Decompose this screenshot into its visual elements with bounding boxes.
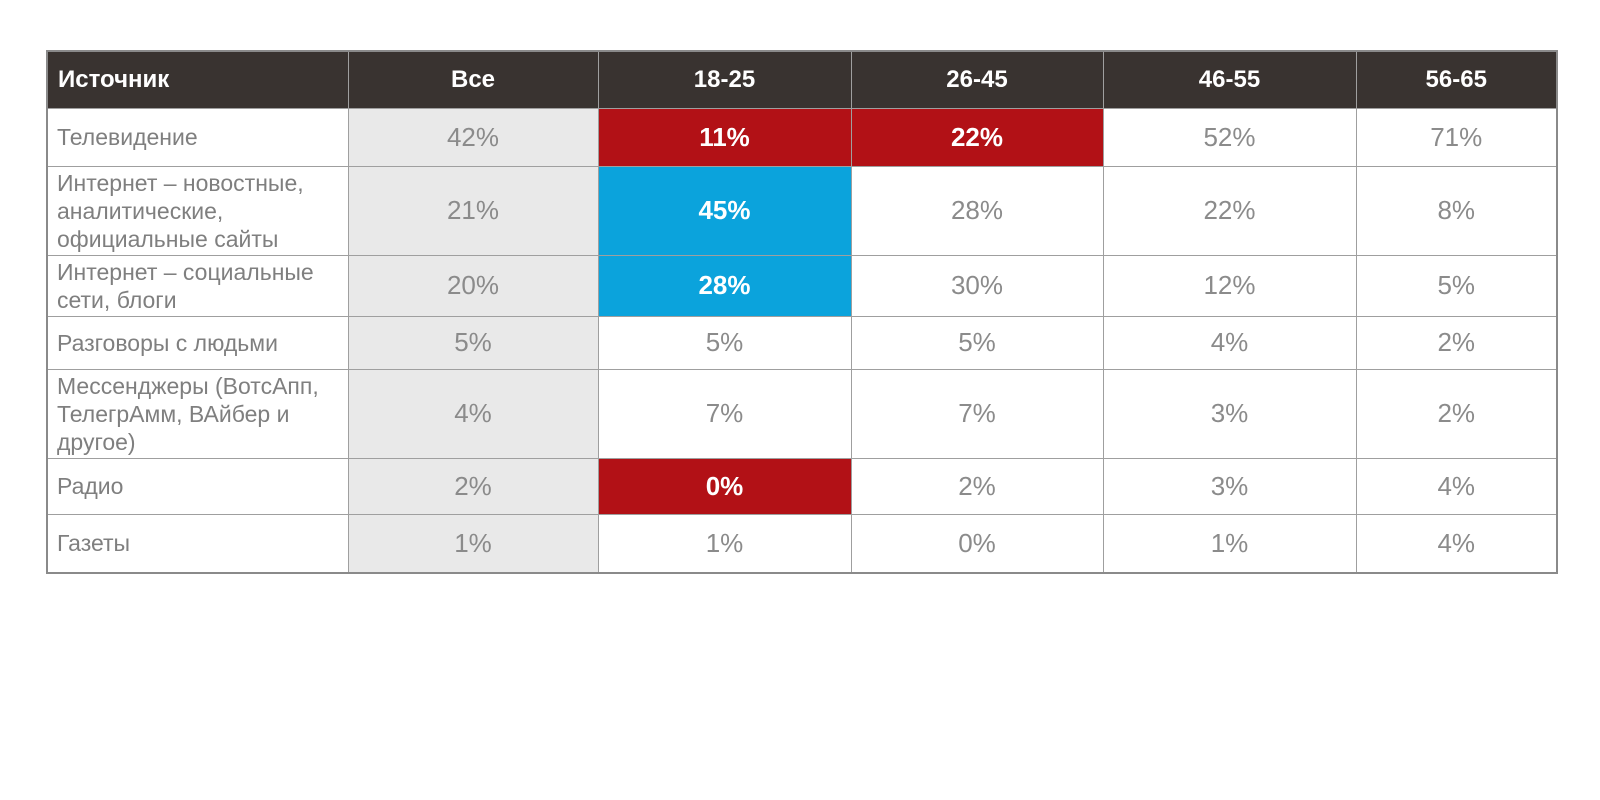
header-cell-all: Все [347, 50, 599, 109]
value-cell: 3% [1102, 368, 1357, 459]
value-cell: 5% [347, 315, 599, 370]
table-row: Телевидение 42% 11% 22% 52% 71% [46, 107, 1558, 167]
value-cell: 21% [347, 165, 599, 256]
row-label: Разговоры с людьми [46, 315, 349, 370]
value-cell: 7% [597, 368, 852, 459]
header-row: Источник Все 18-25 26-45 46-55 56-65 [47, 50, 1558, 109]
value-cell: 71% [1355, 107, 1558, 167]
header-cell-56-65: 56-65 [1355, 50, 1558, 109]
row-label: Интернет – социальные сети, блоги [46, 254, 349, 317]
sources-by-age-table: Источник Все 18-25 26-45 46-55 56-65 Телевиде… [46, 50, 1558, 574]
value-cell: 2% [1355, 368, 1558, 459]
value-cell: 1% [347, 513, 599, 574]
value-cell: 2% [850, 457, 1104, 515]
value-cell: 20% [347, 254, 599, 317]
value-cell: 5% [597, 315, 852, 370]
value-cell: 1% [1102, 513, 1357, 574]
sources-table-container: Источник Все 18-25 26-45 46-55 56-65 Телевиде… [46, 50, 1558, 574]
table-row: Интернет – новостные, аналитические, офи… [46, 165, 1558, 256]
table-row: Газеты 1% 1% 0% 1% 4% [46, 513, 1558, 574]
table-row: Радио 2% 0% 2% 3% 4% [46, 457, 1558, 515]
value-cell: 7% [850, 368, 1104, 459]
value-cell-highlight-red: 0% [597, 457, 852, 515]
value-cell: 8% [1355, 165, 1558, 256]
value-cell: 5% [850, 315, 1104, 370]
value-cell-highlight-blue: 28% [597, 254, 852, 317]
header-cell-source: Источник [47, 50, 349, 109]
value-cell: 12% [1102, 254, 1357, 317]
table-body: Телевидение 42% 11% 22% 52% 71% Интернет – нов… [46, 107, 1558, 574]
row-label: Телевидение [46, 107, 349, 167]
value-cell: 2% [347, 457, 599, 515]
value-cell: 0% [850, 513, 1104, 574]
value-cell: 4% [1355, 457, 1558, 515]
table-row: Мессенджеры (ВотсАпп, ТелегрАмм, ВАйбер … [46, 368, 1558, 459]
value-cell: 4% [1355, 513, 1558, 574]
value-cell: 4% [1102, 315, 1357, 370]
table-row: Разговоры с людьми 5% 5% 5% 4% 2% [46, 315, 1558, 370]
value-cell: 30% [850, 254, 1104, 317]
header-cell-26-45: 26-45 [850, 50, 1104, 109]
value-cell: 52% [1102, 107, 1357, 167]
value-cell: 42% [347, 107, 599, 167]
value-cell-highlight-red: 22% [850, 107, 1104, 167]
value-cell: 3% [1102, 457, 1357, 515]
value-cell: 28% [850, 165, 1104, 256]
row-label: Мессенджеры (ВотсАпп, ТелегрАмм, ВАйбер … [46, 368, 349, 459]
value-cell-highlight-blue: 45% [597, 165, 852, 256]
table-row: Интернет – социальные сети, блоги 20% 28% 3… [46, 254, 1558, 317]
value-cell: 1% [597, 513, 852, 574]
value-cell: 5% [1355, 254, 1558, 317]
row-label: Радио [46, 457, 349, 515]
header-cell-18-25: 18-25 [597, 50, 852, 109]
row-label: Газеты [46, 513, 349, 574]
value-cell: 22% [1102, 165, 1357, 256]
value-cell: 4% [347, 368, 599, 459]
value-cell: 2% [1355, 315, 1558, 370]
value-cell-highlight-red: 11% [597, 107, 852, 167]
row-label: Интернет – новостные, аналитические, офи… [46, 165, 349, 256]
header-cell-46-55: 46-55 [1102, 50, 1357, 109]
